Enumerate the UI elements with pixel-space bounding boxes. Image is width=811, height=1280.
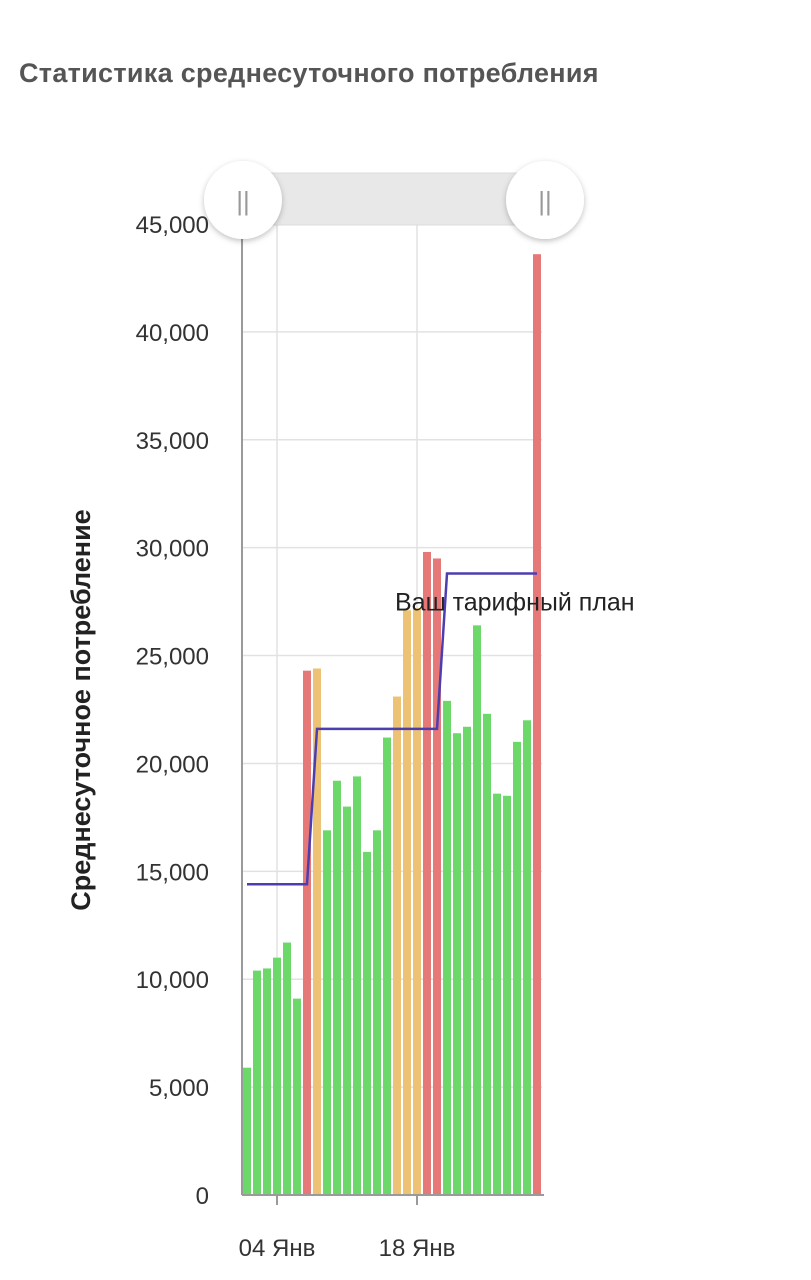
bar-green[interactable] xyxy=(323,830,331,1195)
bar-green[interactable] xyxy=(503,795,511,1195)
navigator-right-handle-knob[interactable] xyxy=(506,161,584,239)
y-tick-label: 30,000 xyxy=(136,536,209,563)
bar-green[interactable] xyxy=(473,625,481,1195)
bar-green[interactable] xyxy=(353,776,361,1195)
bars-group xyxy=(243,254,541,1196)
bar-green[interactable] xyxy=(383,737,391,1195)
bar-green[interactable] xyxy=(373,830,381,1195)
y-tick-label: 35,000 xyxy=(136,428,209,455)
x-tick-label: 04 Янв xyxy=(239,1235,316,1262)
tariff-plan-label: Ваш тарифный план xyxy=(395,589,635,617)
tick-labels: 0 5,000 10,000 15,000 20,000 25,000 30,000 35,0… xyxy=(66,212,455,1262)
y-tick-label: 45,000 xyxy=(136,212,209,239)
grip-icon: || xyxy=(236,186,250,216)
tariff-plan-line xyxy=(247,572,537,886)
y-tick-label: 0 xyxy=(196,1183,209,1210)
range-navigator[interactable]: || || xyxy=(204,161,584,239)
bar-green[interactable] xyxy=(483,713,491,1195)
bar-green[interactable] xyxy=(523,720,531,1195)
bar-orange[interactable] xyxy=(413,608,421,1195)
bar-red[interactable] xyxy=(423,551,431,1195)
bar-green[interactable] xyxy=(243,1067,251,1195)
y-tick-label: 25,000 xyxy=(136,644,209,671)
bar-green[interactable] xyxy=(453,733,461,1195)
bar-red[interactable] xyxy=(303,670,311,1195)
tariff-plan-series: Ваш тарифный план xyxy=(247,572,635,886)
bar-green[interactable] xyxy=(493,793,501,1195)
bar-green[interactable] xyxy=(253,970,261,1195)
bar-green[interactable] xyxy=(293,998,301,1195)
bar-green[interactable] xyxy=(513,741,521,1195)
bar-green[interactable] xyxy=(463,726,471,1195)
bar-red[interactable] xyxy=(533,254,541,1196)
grip-icon: || xyxy=(538,186,552,216)
y-tick-label: 10,000 xyxy=(136,967,209,994)
y-tick-label: 20,000 xyxy=(136,751,209,778)
bar-green[interactable] xyxy=(283,942,291,1195)
bar-red[interactable] xyxy=(433,558,441,1195)
bar-green[interactable] xyxy=(333,780,341,1195)
navigator-right-handle[interactable]: || xyxy=(506,161,584,239)
y-axis-title: Среднесуточное потребление xyxy=(66,509,96,910)
bar-orange[interactable] xyxy=(393,696,401,1195)
y-tick-label: 5,000 xyxy=(149,1075,209,1102)
axes xyxy=(241,224,544,1205)
page-title: Статистика среднесуточного потребления xyxy=(19,58,599,88)
x-tick-label: 18 Янв xyxy=(379,1235,456,1262)
bar-orange[interactable] xyxy=(313,668,321,1195)
bar-green[interactable] xyxy=(343,806,351,1195)
y-tick-label: 15,000 xyxy=(136,859,209,886)
navigator-range-bar[interactable] xyxy=(242,172,546,226)
bar-green[interactable] xyxy=(363,851,371,1195)
bar-green[interactable] xyxy=(443,700,451,1195)
navigator-left-handle[interactable]: || xyxy=(204,161,282,239)
bar-green[interactable] xyxy=(273,957,281,1195)
bar-orange[interactable] xyxy=(403,610,411,1195)
y-tick-label: 40,000 xyxy=(136,320,209,347)
bar-green[interactable] xyxy=(263,968,271,1195)
navigator-left-handle-knob[interactable] xyxy=(204,161,282,239)
